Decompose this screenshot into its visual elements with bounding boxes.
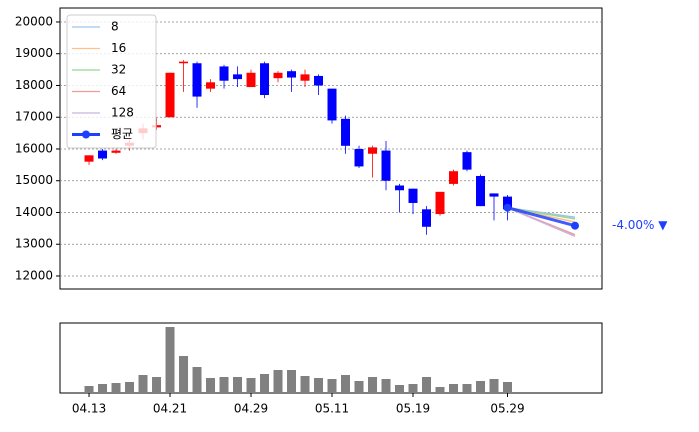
legend-label: 16 [111, 41, 126, 55]
candle-body [395, 185, 405, 191]
candle-body [449, 171, 459, 184]
volume-bar [84, 386, 94, 393]
volume-bar [462, 384, 472, 393]
volume-bar [219, 377, 229, 393]
volume-bar [179, 356, 189, 393]
volume-bar [422, 377, 432, 393]
projection-marker [503, 203, 512, 212]
y-tick-label: 14000 [15, 205, 53, 219]
candle-body [354, 148, 364, 167]
candle-body [476, 175, 486, 207]
legend-marker [82, 130, 90, 139]
candle-body [206, 82, 216, 89]
volume-bar [476, 381, 486, 393]
candle-body [273, 72, 283, 79]
y-tick-label: 15000 [15, 173, 53, 187]
volume-bar [111, 383, 121, 393]
legend-label: 평균 [111, 127, 133, 141]
volume-bar [489, 379, 499, 393]
volume-bar [287, 370, 297, 393]
volume-bar [260, 374, 270, 393]
candle-body [422, 209, 432, 227]
candle-body [327, 88, 337, 121]
candle-body [152, 125, 162, 128]
candle-body [341, 118, 351, 146]
volume-bar [152, 377, 162, 393]
legend-label: 64 [111, 84, 126, 98]
candle-body [381, 150, 391, 181]
y-tick-label: 20000 [15, 14, 53, 28]
x-tick-label: 05.19 [396, 402, 430, 416]
volume-bar [408, 384, 418, 393]
projection-line [507, 207, 576, 237]
volume-bar [449, 384, 459, 393]
candle-body [503, 196, 513, 210]
volume-bar [503, 382, 513, 393]
volume-bar [341, 375, 351, 393]
y-tick-label: 17000 [15, 110, 53, 124]
x-tick-label: 04.21 [153, 402, 187, 416]
volume-bar [395, 385, 405, 393]
candle-body [111, 150, 121, 153]
candle-body [435, 191, 445, 215]
volume-bar [314, 378, 324, 393]
legend-label: 32 [111, 63, 126, 77]
y-tick-label: 19000 [15, 46, 53, 60]
candle-body [300, 74, 310, 81]
volume-bar [206, 378, 216, 393]
volume-bar [300, 376, 310, 393]
y-tick-label: 16000 [15, 141, 53, 155]
x-tick-label: 05.29 [490, 402, 524, 416]
volume-bar [192, 367, 202, 393]
volume-bar [273, 370, 283, 393]
y-tick-label: 18000 [15, 78, 53, 92]
candle-body [408, 188, 418, 203]
volume-bar [98, 384, 108, 393]
volume-bar [368, 377, 378, 393]
candle-body [98, 150, 108, 159]
legend-label: 128 [111, 106, 134, 120]
y-tick-label: 13000 [15, 237, 53, 251]
annotation: -4.00% ▼ [612, 218, 668, 232]
x-tick-label: 05.11 [315, 402, 349, 416]
legend-label: 8 [111, 20, 119, 34]
candle-body [368, 147, 378, 154]
candle-body [179, 61, 189, 64]
candle-body [287, 71, 297, 78]
candle-body [192, 63, 202, 97]
volume-bar [246, 378, 256, 393]
projection-marker [571, 221, 580, 230]
candle-body [462, 152, 472, 170]
volume-bar [435, 387, 445, 393]
y-tick-label: 12000 [15, 268, 53, 282]
volume-bar [327, 379, 337, 393]
volume-bar [233, 377, 243, 393]
volume-bar [125, 382, 135, 393]
candle-body [260, 63, 270, 95]
x-tick-label: 04.29 [234, 402, 268, 416]
candle-body [219, 66, 229, 81]
candle-body [314, 75, 324, 86]
volume-bar [381, 379, 391, 393]
candle-body [233, 74, 243, 80]
x-tick-label: 04.13 [72, 402, 106, 416]
projection-line [507, 206, 576, 228]
candle-body [489, 193, 499, 197]
volume-bar [165, 327, 175, 393]
candle-body [84, 155, 94, 162]
volume-bar [138, 375, 148, 393]
volume-bar [354, 381, 364, 393]
candle-body [165, 72, 175, 118]
candle-body [246, 72, 256, 88]
